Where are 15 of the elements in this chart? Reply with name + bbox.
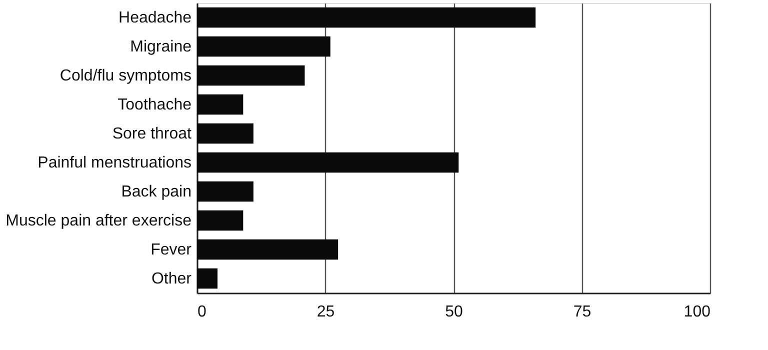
y-tick-label: Painful menstruations: [38, 154, 192, 172]
y-tick-label: Fever: [150, 242, 192, 258]
y-tick-label: Toothache: [118, 96, 192, 114]
y-tick-label: Back pain: [121, 184, 192, 200]
x-tick-label: 25: [316, 304, 335, 320]
y-tick-label: Other: [151, 270, 192, 288]
x-tick-label: 0: [198, 304, 206, 320]
y-tick-label: Sore throat: [112, 126, 192, 142]
y-tick-label: Cold/flu symptoms: [60, 68, 192, 84]
y-tick-label: Muscle pain after exercise: [6, 212, 192, 230]
x-tick-label: 100: [684, 304, 711, 320]
y-tick-label: Headache: [118, 10, 192, 26]
y-tick-label: Migraine: [130, 38, 192, 56]
x-tick-label: 50: [445, 304, 463, 320]
x-tick-label: 75: [573, 304, 592, 320]
